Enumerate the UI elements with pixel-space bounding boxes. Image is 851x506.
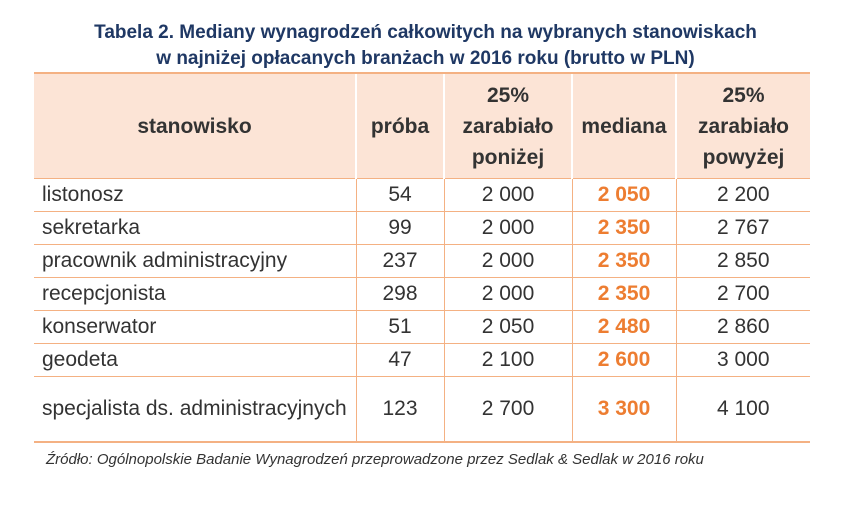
table-row: pracownik administracyjny 237 2 000 2 35… <box>34 244 810 278</box>
cell-sample: 298 <box>355 277 444 311</box>
cell-sample: 99 <box>355 211 444 245</box>
table-row: geodeta 47 2 100 2 600 3 000 <box>34 343 810 377</box>
table-row: specjalista ds. administracyjnych 123 2 … <box>34 376 810 443</box>
cell-median: 2 480 <box>571 310 676 344</box>
header-p25: 25% zarabiało poniżej <box>443 72 572 179</box>
cell-sample: 54 <box>355 178 444 212</box>
source-note: Źródło: Ogólnopolskie Badanie Wynagrodze… <box>46 451 704 468</box>
cell-p75: 3 000 <box>675 343 810 377</box>
cell-median: 2 350 <box>571 211 676 245</box>
salary-table: stanowisko próba 25% zarabiało poniżej m… <box>34 72 810 443</box>
cell-p75: 2 860 <box>675 310 810 344</box>
table-header: stanowisko próba 25% zarabiało poniżej m… <box>34 72 810 179</box>
cell-median: 2 600 <box>571 343 676 377</box>
cell-p75: 2 850 <box>675 244 810 278</box>
table-body: listonosz 54 2 000 2 050 2 200 sekretark… <box>34 178 810 443</box>
cell-position: specjalista ds. administracyjnych <box>34 376 356 443</box>
cell-p25: 2 000 <box>443 277 572 311</box>
cell-p75: 2 767 <box>675 211 810 245</box>
cell-median: 3 300 <box>571 376 676 443</box>
cell-median: 2 050 <box>571 178 676 212</box>
header-position: stanowisko <box>34 72 356 179</box>
cell-median: 2 350 <box>571 244 676 278</box>
cell-sample: 237 <box>355 244 444 278</box>
title-line-2: w najniżej opłacanych branżach w 2016 ro… <box>156 48 695 69</box>
header-p75-line-1: 25% <box>722 83 765 107</box>
title-line-1: Tabela 2. Mediany wynagrodzeń całkowityc… <box>94 22 757 43</box>
cell-sample: 51 <box>355 310 444 344</box>
cell-p75: 2 700 <box>675 277 810 311</box>
header-p75-line-2: zarabiało <box>697 114 790 138</box>
cell-p25: 2 000 <box>443 178 572 212</box>
table-row: konserwator 51 2 050 2 480 2 860 <box>34 310 810 344</box>
cell-p25: 2 000 <box>443 244 572 278</box>
cell-p25: 2 100 <box>443 343 572 377</box>
table-title: Tabela 2. Mediany wynagrodzeń całkowityc… <box>0 20 851 72</box>
header-sample: próba <box>355 72 444 179</box>
header-median: mediana <box>571 72 676 179</box>
header-row: stanowisko próba 25% zarabiało poniżej m… <box>34 72 810 179</box>
header-p75: 25% zarabiało powyżej <box>675 72 810 179</box>
header-p25-line-1: 25% <box>486 83 530 107</box>
cell-p75: 2 200 <box>675 178 810 212</box>
table-row: listonosz 54 2 000 2 050 2 200 <box>34 178 810 212</box>
cell-p75: 4 100 <box>675 376 810 443</box>
header-p25-line-3: poniżej <box>471 145 545 169</box>
cell-position: recepcjonista <box>34 277 356 311</box>
cell-p25: 2 700 <box>443 376 572 443</box>
cell-position: pracownik administracyjny <box>34 244 356 278</box>
header-p75-line-3: powyżej <box>702 145 785 169</box>
cell-position: listonosz <box>34 178 356 212</box>
table-row: sekretarka 99 2 000 2 350 2 767 <box>34 211 810 245</box>
cell-sample: 47 <box>355 343 444 377</box>
cell-position: konserwator <box>34 310 356 344</box>
cell-sample: 123 <box>355 376 444 443</box>
table-row: recepcjonista 298 2 000 2 350 2 700 <box>34 277 810 311</box>
cell-p25: 2 050 <box>443 310 572 344</box>
cell-p25: 2 000 <box>443 211 572 245</box>
cell-median: 2 350 <box>571 277 676 311</box>
cell-position: sekretarka <box>34 211 356 245</box>
cell-position: geodeta <box>34 343 356 377</box>
header-p25-line-2: zarabiało <box>462 114 554 138</box>
